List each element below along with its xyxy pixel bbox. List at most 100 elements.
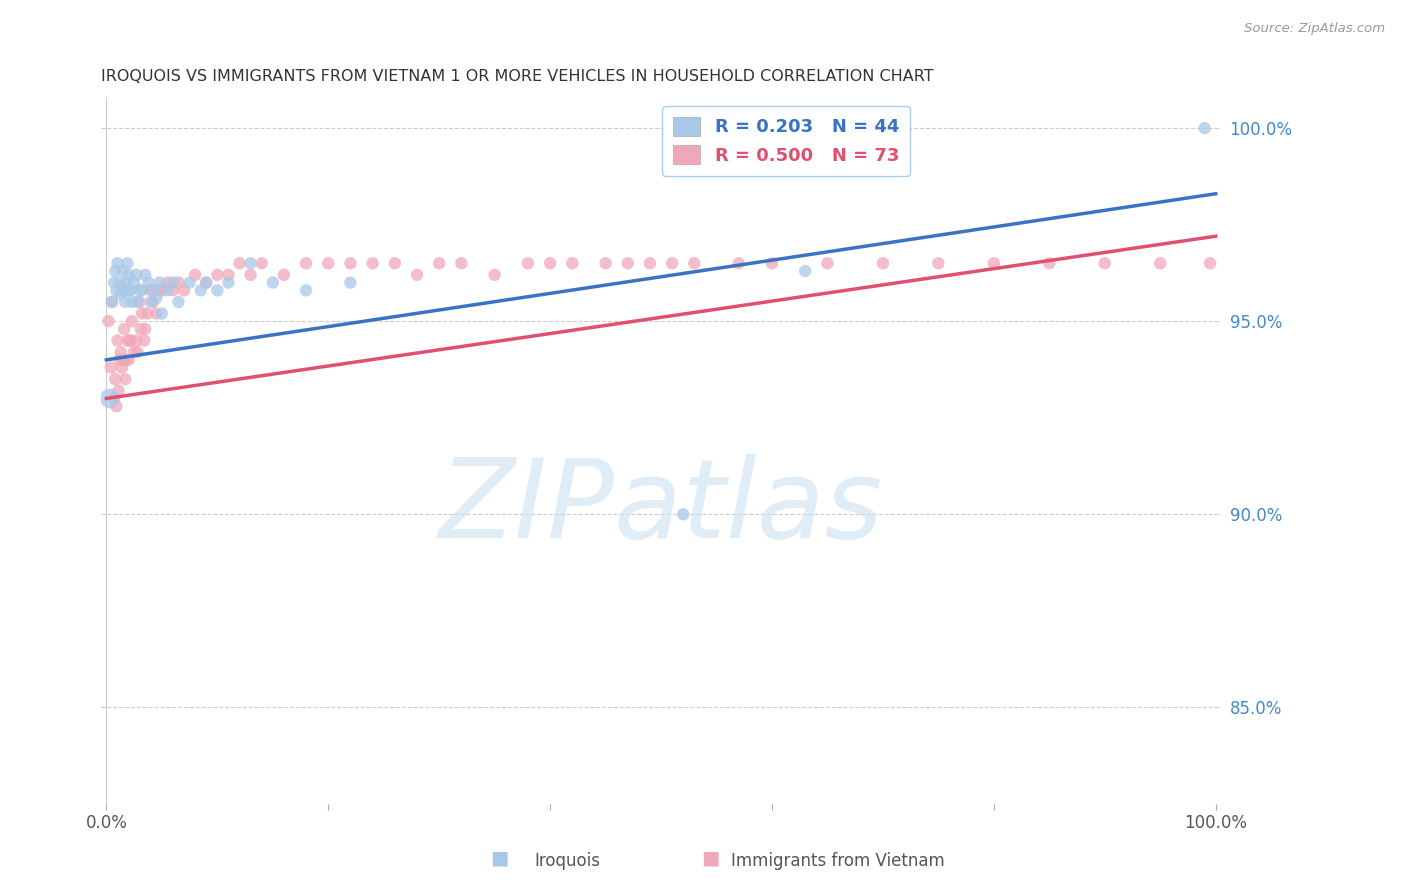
Point bbox=[105, 399, 128, 413]
Point bbox=[104, 372, 127, 386]
Point bbox=[195, 276, 218, 290]
Point bbox=[179, 276, 201, 290]
Point bbox=[150, 306, 173, 320]
Point bbox=[872, 256, 894, 270]
Point bbox=[145, 306, 167, 320]
Point bbox=[295, 256, 318, 270]
Point bbox=[114, 372, 136, 386]
Point bbox=[616, 256, 638, 270]
Point bbox=[239, 268, 262, 282]
Point bbox=[115, 276, 138, 290]
Text: Source: ZipAtlas.com: Source: ZipAtlas.com bbox=[1244, 22, 1385, 36]
Point bbox=[173, 283, 195, 297]
Point bbox=[228, 256, 250, 270]
Point bbox=[134, 322, 156, 336]
Point bbox=[817, 256, 839, 270]
Point bbox=[139, 283, 162, 297]
Point bbox=[727, 256, 749, 270]
Point bbox=[217, 268, 239, 282]
Point bbox=[101, 294, 124, 309]
Point bbox=[184, 268, 207, 282]
Point bbox=[122, 345, 145, 359]
Point bbox=[118, 334, 141, 348]
Point bbox=[127, 345, 149, 359]
Point bbox=[927, 256, 949, 270]
Point bbox=[138, 276, 160, 290]
Point bbox=[983, 256, 1005, 270]
Point bbox=[142, 294, 165, 309]
Point bbox=[121, 294, 143, 309]
Point bbox=[139, 294, 162, 309]
Point bbox=[561, 256, 583, 270]
Point bbox=[112, 352, 135, 367]
Point bbox=[142, 283, 165, 297]
Point bbox=[127, 294, 149, 309]
Point bbox=[120, 334, 142, 348]
Point bbox=[131, 306, 153, 320]
Point bbox=[595, 256, 617, 270]
Point bbox=[217, 276, 239, 290]
Point bbox=[107, 334, 129, 348]
Point bbox=[761, 256, 783, 270]
Point bbox=[98, 392, 121, 406]
Point bbox=[125, 334, 148, 348]
Text: IROQUOIS VS IMMIGRANTS FROM VIETNAM 1 OR MORE VEHICLES IN HOUSEHOLD CORRELATION : IROQUOIS VS IMMIGRANTS FROM VIETNAM 1 OR… bbox=[101, 69, 934, 84]
Point bbox=[295, 283, 318, 297]
Point bbox=[145, 291, 167, 305]
Point bbox=[406, 268, 429, 282]
Point bbox=[111, 360, 134, 375]
Point bbox=[107, 384, 129, 398]
Point bbox=[683, 256, 706, 270]
Point bbox=[239, 256, 262, 270]
Point bbox=[112, 264, 135, 278]
Point bbox=[207, 283, 229, 297]
Point bbox=[117, 352, 139, 367]
Point bbox=[117, 283, 139, 297]
Point bbox=[129, 322, 152, 336]
Point bbox=[128, 283, 150, 297]
Point bbox=[107, 256, 129, 270]
Point bbox=[339, 276, 361, 290]
Point bbox=[150, 283, 173, 297]
Point bbox=[484, 268, 506, 282]
Point bbox=[156, 276, 179, 290]
Point bbox=[131, 283, 153, 297]
Point bbox=[105, 283, 128, 297]
Point bbox=[103, 276, 125, 290]
Point bbox=[103, 392, 125, 406]
Point bbox=[427, 256, 450, 270]
Point bbox=[167, 276, 190, 290]
Point bbox=[250, 256, 273, 270]
Point bbox=[162, 283, 184, 297]
Point bbox=[672, 508, 695, 522]
Point bbox=[1149, 256, 1171, 270]
Point bbox=[1038, 256, 1060, 270]
Point bbox=[104, 264, 127, 278]
Text: Iroquois: Iroquois bbox=[534, 852, 600, 870]
Point bbox=[316, 256, 339, 270]
Point bbox=[1199, 256, 1222, 270]
Point bbox=[97, 314, 120, 328]
Point bbox=[134, 268, 156, 282]
Point bbox=[110, 287, 132, 301]
Point bbox=[156, 283, 179, 297]
Point bbox=[167, 294, 190, 309]
Point bbox=[125, 268, 148, 282]
Point bbox=[132, 334, 155, 348]
Point bbox=[516, 256, 538, 270]
Point bbox=[361, 256, 384, 270]
Point bbox=[120, 283, 142, 297]
Text: Immigrants from Vietnam: Immigrants from Vietnam bbox=[731, 852, 945, 870]
Point bbox=[128, 294, 150, 309]
Legend: R = 0.203   N = 44, R = 0.500   N = 73: R = 0.203 N = 44, R = 0.500 N = 73 bbox=[662, 106, 910, 176]
Point bbox=[538, 256, 561, 270]
Point bbox=[273, 268, 295, 282]
Text: ■: ■ bbox=[700, 848, 720, 867]
Point bbox=[384, 256, 406, 270]
Point bbox=[450, 256, 472, 270]
Point bbox=[1194, 121, 1216, 136]
Point bbox=[101, 294, 124, 309]
Point bbox=[112, 322, 135, 336]
Point bbox=[110, 345, 132, 359]
Point bbox=[661, 256, 683, 270]
